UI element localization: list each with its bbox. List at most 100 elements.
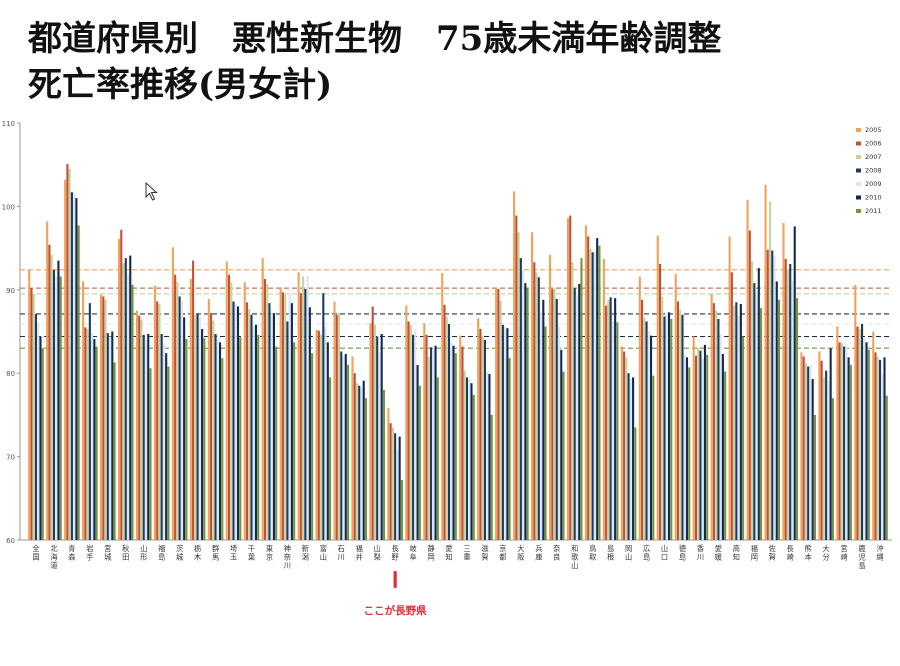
chart-title-line-2: 死亡率推移(男女計) xyxy=(28,65,333,105)
bar-静岡-2008 xyxy=(430,347,433,540)
bar-山梨-2009 xyxy=(378,352,381,540)
category-label-char: 山 xyxy=(374,544,381,553)
category-label-char: 山 xyxy=(320,553,327,562)
category-label-char: 口 xyxy=(661,553,668,562)
bar-福井-2010 xyxy=(362,380,365,540)
bar-石川-2007 xyxy=(337,313,341,540)
bar-高知-2005 xyxy=(728,236,731,541)
category-label-char: 重 xyxy=(463,553,470,562)
legend-label-2007: 2007 xyxy=(865,153,882,161)
bar-沖縄-2008 xyxy=(878,359,882,540)
bar-岩手-2006 xyxy=(84,327,87,540)
bar-大分-2010 xyxy=(829,348,832,540)
bar-福島-2005 xyxy=(153,285,156,540)
annotation-label: ここが長野県 xyxy=(364,604,427,617)
bar-奈良-2006 xyxy=(551,288,554,540)
bar-北海道-2007 xyxy=(50,254,53,540)
bar-石川-2010 xyxy=(344,354,347,540)
category-label-char: 鹿 xyxy=(858,544,865,553)
bar-千葉-2011 xyxy=(257,334,260,540)
bar-岡山-2010 xyxy=(632,377,635,540)
bar-佐賀-2008 xyxy=(771,250,774,540)
bar-長野-2005 xyxy=(387,408,390,540)
bar-全国-2010 xyxy=(39,336,42,540)
bar-富山-2008 xyxy=(322,293,325,540)
bar-青森-2010 xyxy=(75,198,78,540)
bar-香川-2006 xyxy=(694,355,697,540)
bar-山口-2007 xyxy=(661,296,664,540)
category-label-char: 道 xyxy=(50,561,57,570)
y-tick-label: 110 xyxy=(2,120,15,128)
bar-茨城-2009 xyxy=(180,301,183,540)
category-label-char: 賀 xyxy=(769,553,776,562)
bar-神奈川-2005 xyxy=(279,287,282,540)
bar-和歌山-2008 xyxy=(573,288,576,540)
category-label-char: 庫 xyxy=(535,553,542,562)
bar-新潟-2011 xyxy=(311,353,314,540)
bar-和歌山-2005 xyxy=(566,218,570,540)
category-label-char: 大 xyxy=(517,544,524,553)
category-label-char: 岡 xyxy=(625,544,632,553)
bar-和歌山-2011 xyxy=(580,258,583,540)
bar-埼玉-2010 xyxy=(236,306,240,540)
bar-山梨-2008 xyxy=(376,336,379,540)
bar-徳島-2011 xyxy=(688,367,691,540)
bar-愛媛-2008 xyxy=(717,318,720,540)
category-label-char: 三 xyxy=(463,544,470,553)
bar-岡山-2011 xyxy=(634,427,637,540)
category-label-char: 沖 xyxy=(876,544,883,553)
bar-鹿児島-2005 xyxy=(854,284,857,540)
bar-福岡-2007 xyxy=(751,261,754,540)
bar-chart: 60708090100110全国北海道青森岩手宮城秋田山形福島茨城栃木群馬埼玉千… xyxy=(2,120,892,617)
category-label-char: 香 xyxy=(697,544,704,553)
bar-福岡-2005 xyxy=(746,199,749,540)
bar-島根-2008 xyxy=(609,297,612,540)
bar-滋賀-2005 xyxy=(477,318,480,540)
bar-大分-2008 xyxy=(825,370,828,540)
bar-岩手-2008 xyxy=(88,303,91,540)
bar-兵庫-2008 xyxy=(537,277,540,540)
category-label-char: 高 xyxy=(733,544,740,553)
category-label-char: 全 xyxy=(32,544,40,553)
bar-栃木-2011 xyxy=(203,338,206,540)
bar-愛媛-2005 xyxy=(710,293,713,540)
bar-島根-2005 xyxy=(602,258,605,540)
bar-三重-2008 xyxy=(465,377,469,540)
annotation-marker xyxy=(393,571,397,588)
category-label-char: 愛 xyxy=(445,544,452,553)
bar-全国-2009 xyxy=(37,323,40,540)
category-label-char: 井 xyxy=(356,553,363,562)
bar-岩手-2005 xyxy=(82,281,85,540)
bar-静岡-2010 xyxy=(434,345,437,540)
bar-佐賀-2005 xyxy=(764,184,767,540)
bar-新潟-2009 xyxy=(306,275,309,540)
bar-佐賀-2007 xyxy=(768,201,772,540)
bar-福井-2011 xyxy=(364,398,368,540)
bar-奈良-2010 xyxy=(560,349,563,540)
bar-埼玉-2005 xyxy=(225,261,228,540)
bar-奈良-2008 xyxy=(555,298,558,540)
bar-富山-2006 xyxy=(317,330,320,540)
bar-全国-2005 xyxy=(28,269,31,540)
bar-山口-2006 xyxy=(658,263,662,540)
bar-山形-2008 xyxy=(142,334,145,540)
bar-神奈川-2008 xyxy=(286,321,289,540)
bar-茨城-2010 xyxy=(183,317,186,540)
bar-静岡-2005 xyxy=(423,323,426,540)
bar-香川-2008 xyxy=(699,350,702,540)
category-label-char: 宮 xyxy=(840,544,847,553)
bar-愛媛-2007 xyxy=(715,310,718,540)
category-label-char: 埼 xyxy=(230,544,237,553)
bar-宮城-2008 xyxy=(106,333,109,540)
category-label-char: 阜 xyxy=(409,553,416,562)
bar-熊本-2006 xyxy=(802,356,805,540)
bar-静岡-2007 xyxy=(427,356,430,540)
bar-東京-2010 xyxy=(272,313,275,540)
mouse-cursor-icon xyxy=(145,182,158,201)
bar-宮城-2011 xyxy=(113,362,116,540)
category-label-char: 葉 xyxy=(248,553,255,562)
category-label-char: 島 xyxy=(607,544,614,553)
bar-神奈川-2009 xyxy=(288,293,291,540)
bar-新潟-2007 xyxy=(302,276,305,540)
bar-岩手-2011 xyxy=(95,346,98,540)
